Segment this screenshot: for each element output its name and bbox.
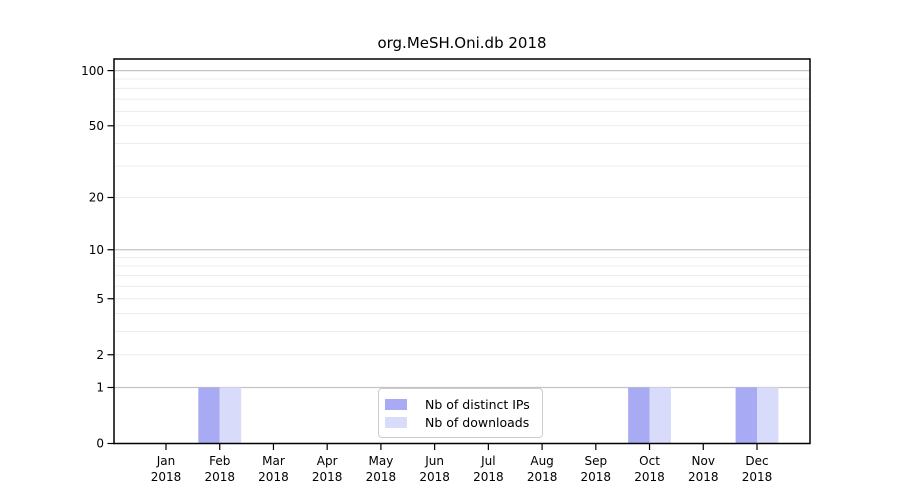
x-tick-label-year: 2018 — [527, 470, 558, 484]
legend: Nb of distinct IPs Nb of downloads — [378, 388, 543, 438]
x-tick-label-month: Mar — [262, 454, 285, 468]
x-tick-label-year: 2018 — [473, 470, 504, 484]
y-tick-label: 100 — [81, 64, 104, 78]
chart-title: org.MeSH.Oni.db 2018 — [377, 34, 547, 52]
bar-downloads — [649, 387, 671, 444]
bar-downloads — [219, 387, 242, 444]
x-tick-label-year: 2018 — [151, 470, 182, 484]
x-tick-label-year: 2018 — [742, 470, 773, 484]
x-tick-label-month: Feb — [209, 454, 230, 468]
bar-distinct-ips — [198, 387, 220, 444]
x-tick-label-month: Nov — [692, 454, 715, 468]
legend-item-downloads: Nb of downloads — [385, 414, 536, 430]
legend-swatch-distinct-ips-icon — [385, 398, 407, 410]
x-tick-label-year: 2018 — [688, 470, 719, 484]
x-tick-label-month: Apr — [317, 454, 338, 468]
x-tick-label-year: 2018 — [258, 470, 289, 484]
x-tick-label-year: 2018 — [366, 470, 397, 484]
y-tick-label: 50 — [89, 119, 104, 133]
y-tick-label: 5 — [96, 292, 104, 306]
y-tick-label: 20 — [89, 191, 104, 205]
x-tick-label-month: Jun — [424, 454, 444, 468]
x-tick-label-month: Dec — [745, 454, 768, 468]
x-tick-label-year: 2018 — [312, 470, 343, 484]
legend-label-distinct-ips: Nb of distinct IPs — [425, 396, 530, 412]
x-tick-label-month: Sep — [585, 454, 608, 468]
x-tick-label-month: Oct — [639, 454, 660, 468]
y-tick-label: 0 — [96, 437, 104, 451]
x-tick-label-year: 2018 — [581, 470, 612, 484]
plot-border — [113, 58, 811, 445]
legend-item-distinct-ips: Nb of distinct IPs — [385, 396, 536, 412]
x-tick-label-month: Jul — [480, 454, 495, 468]
bar-downloads — [756, 387, 779, 444]
bar-distinct-ips — [628, 387, 650, 444]
x-tick-label-year: 2018 — [634, 470, 665, 484]
legend-swatch-downloads-icon — [385, 416, 407, 428]
x-tick-label-year: 2018 — [419, 470, 450, 484]
y-tick-label: 2 — [96, 348, 104, 362]
legend-label-downloads: Nb of downloads — [425, 414, 530, 430]
x-tick-label-year: 2018 — [204, 470, 235, 484]
x-tick-label-month: Aug — [530, 454, 553, 468]
y-tick-label: 10 — [89, 243, 104, 257]
bar-distinct-ips — [735, 387, 757, 444]
x-tick-label-month: May — [369, 454, 394, 468]
x-tick-label-month: Jan — [156, 454, 176, 468]
y-tick-label: 1 — [96, 381, 104, 395]
